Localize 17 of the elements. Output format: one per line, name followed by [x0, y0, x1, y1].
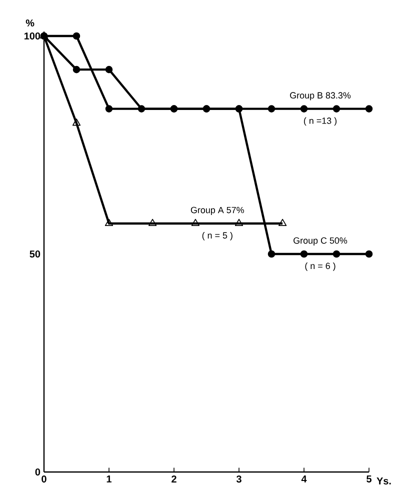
series-label: Group C 50%	[294, 237, 348, 246]
x-tick-label: 2	[172, 476, 176, 482]
x-axis-title: Ys.	[376, 477, 391, 484]
annotation: ( n =13 )	[304, 117, 337, 126]
series-label: Group A 57%	[190, 206, 244, 215]
annotation: ( n = 5 )	[202, 232, 232, 240]
x-tick-label: 0	[42, 476, 46, 483]
series-label: Group B 83.3%	[290, 92, 351, 100]
y-tick-label: 50	[30, 250, 40, 258]
y-tick-label: 100	[24, 32, 40, 40]
x-tick-label: 3	[236, 476, 242, 483]
x-tick-label: 5	[366, 476, 372, 482]
x-tick-label: 1	[106, 476, 112, 482]
annotation: ( n = 6 )	[305, 262, 336, 271]
y-tick-label: 0	[35, 468, 40, 476]
y-axis-title: %	[26, 19, 34, 26]
x-tick-label: 4	[301, 476, 307, 482]
